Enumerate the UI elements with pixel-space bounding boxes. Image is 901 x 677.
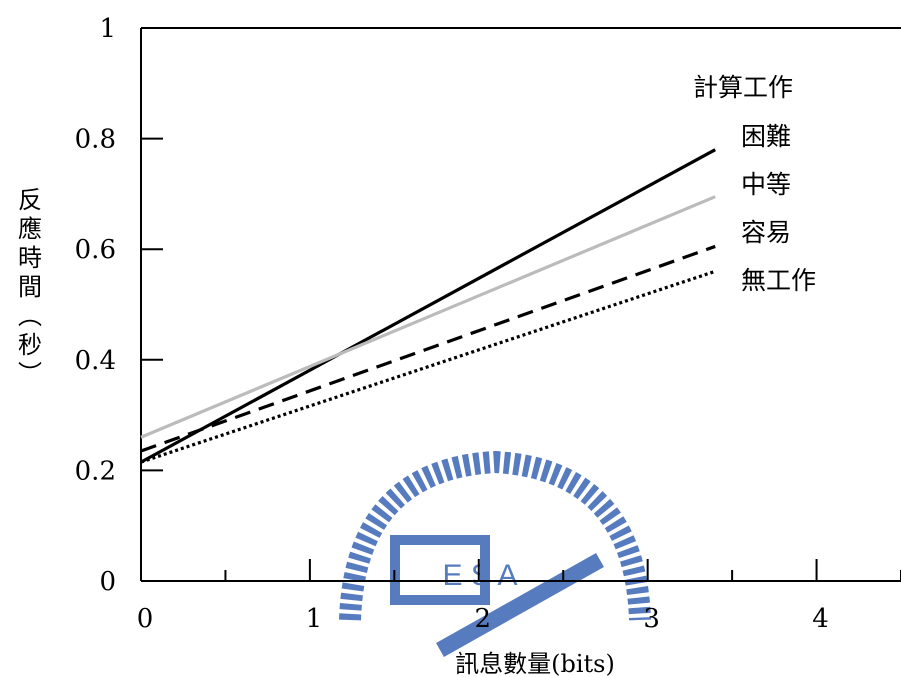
y-axis-title-char: 應 [18,215,42,243]
y-axis-title-char: ︶ [18,360,42,388]
legend-entry-no-task: 無工作 [741,266,816,295]
legend-entry-hard: 困難 [741,122,791,151]
legend: 計算工作 困難 中等 容易 無工作 [693,73,816,295]
x-tick-label: 2 [475,604,492,634]
y-axis-title-char: 秒 [18,331,42,359]
y-axis-title-char: 時 [18,244,42,272]
y-axis-title-char: ︵ [18,302,42,330]
y-axis-ticks: 0 0.2 0.4 0.6 0.8 1 [75,14,163,597]
y-tick-label: 0.4 [75,346,116,376]
y-axis-title-char: 間 [18,273,42,301]
watermark-ring [339,450,651,621]
y-tick-label: 0.2 [75,456,116,486]
x-tick-label: 1 [306,604,323,634]
y-tick-label: 1 [99,14,116,44]
series-line-2 [140,244,716,453]
watermark-text: E S A [442,559,517,592]
y-tick-label: 0.6 [75,235,116,265]
y-axis-title-char: 反 [18,186,42,214]
series-line-0 [140,148,716,464]
series-lines [140,148,716,464]
x-axis-title: 訊息數量(bits) [455,650,615,677]
x-tick-label: 4 [812,604,829,634]
x-tick-label: 3 [643,604,660,634]
y-tick-label: 0.8 [75,125,116,155]
watermark-emblem: E S A [339,450,651,657]
x-tick-label: 0 [137,604,154,634]
series-line-1 [140,195,716,439]
legend-entry-medium: 中等 [741,170,791,199]
watermark-diagonal [436,553,604,657]
legend-title: 計算工作 [693,73,793,102]
series-line-3 [140,269,716,464]
plot-frame [140,27,901,582]
y-tick-label: 0 [99,567,116,597]
x-axis-ticks: 0 1 2 3 4 [137,559,901,634]
legend-entry-easy: 容易 [741,218,791,247]
